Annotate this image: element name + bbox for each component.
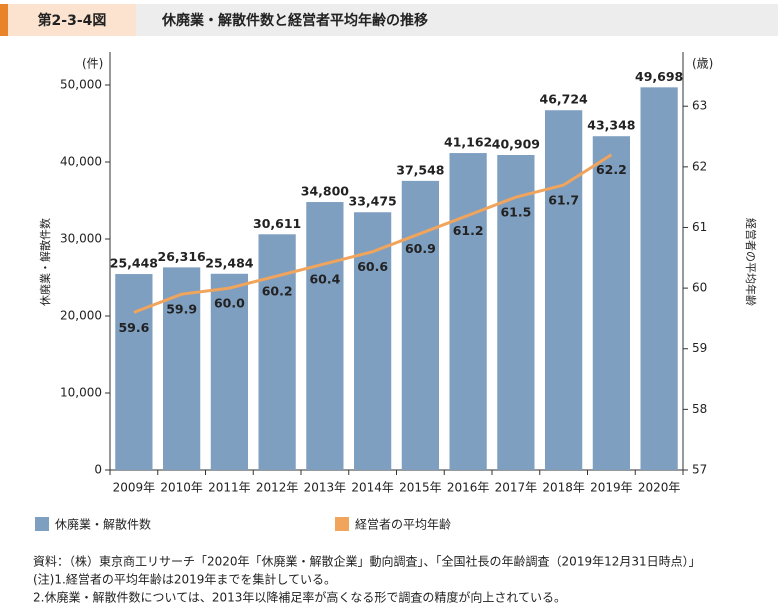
line-value-label: 59.6 bbox=[118, 320, 149, 335]
line-value-label: 60.2 bbox=[262, 283, 293, 298]
y2-tick-label: 62 bbox=[692, 159, 707, 173]
y-tick-label: 20,000 bbox=[60, 309, 102, 323]
y2-tick-label: 63 bbox=[692, 99, 707, 113]
line-value-label: 61.7 bbox=[548, 193, 579, 208]
line-value-label: 60.9 bbox=[405, 241, 436, 256]
bar bbox=[497, 155, 535, 470]
x-tick-label: 2019年 bbox=[590, 481, 633, 495]
line bbox=[133, 153, 613, 314]
line-value-label: 59.9 bbox=[166, 302, 197, 317]
y2-axis-title: 経営者の平均年齢 bbox=[744, 218, 758, 306]
line-value-label: 61.5 bbox=[500, 205, 531, 220]
bar bbox=[401, 180, 439, 470]
bar bbox=[163, 267, 201, 470]
y2-tick-label: 57 bbox=[692, 463, 707, 477]
figure-label: 第2-3-4図 bbox=[38, 12, 107, 29]
bar-value-label: 40,909 bbox=[492, 137, 540, 152]
note: 資料：（株）東京商工リサーチ「2020年「休廃業・解散企業」動向調査」、「全国社… bbox=[33, 554, 701, 569]
note: 2.休廃業・解散件数については、2013年以降補足率が高くなる形で調査の精度が向… bbox=[33, 590, 566, 605]
y-tick-label: 50,000 bbox=[60, 78, 102, 92]
y2-tick-label: 60 bbox=[692, 281, 707, 295]
x-tick-label: 2010年 bbox=[160, 481, 203, 495]
bar-value-label: 34,800 bbox=[301, 184, 350, 199]
bar bbox=[640, 87, 678, 470]
bar bbox=[449, 153, 487, 470]
y-tick-label: 40,000 bbox=[60, 155, 102, 169]
bar-value-label: 26,316 bbox=[158, 249, 207, 264]
note: (注)1.経営者の平均年齢は2019年までを集計している。 bbox=[33, 572, 336, 587]
bar bbox=[545, 110, 583, 471]
bar bbox=[258, 234, 296, 470]
x-tick-label: 2011年 bbox=[208, 481, 251, 495]
header-label-box bbox=[8, 4, 136, 36]
bar-value-label: 33,475 bbox=[349, 194, 397, 209]
x-tick-label: 2016年 bbox=[447, 481, 490, 495]
x-tick-label: 2009年 bbox=[113, 481, 156, 495]
y2-unit: (歳) bbox=[692, 57, 713, 71]
line-value-label: 61.2 bbox=[453, 223, 484, 238]
x-tick-label: 2020年 bbox=[638, 481, 681, 495]
bar-value-label: 25,484 bbox=[205, 255, 254, 270]
x-tick-label: 2015年 bbox=[399, 481, 442, 495]
bar bbox=[592, 136, 630, 470]
legend-swatch bbox=[35, 517, 49, 531]
x-tick-label: 2013年 bbox=[304, 481, 347, 495]
bar-value-label: 25,448 bbox=[110, 256, 158, 271]
y-tick-label: 10,000 bbox=[60, 386, 102, 400]
bar-value-label: 37,548 bbox=[396, 162, 444, 177]
x-tick-label: 2014年 bbox=[351, 481, 394, 495]
line-value-label: 60.6 bbox=[357, 259, 388, 274]
legend-swatch bbox=[335, 517, 349, 531]
y-tick-label: 30,000 bbox=[60, 232, 102, 246]
bar-value-label: 43,348 bbox=[587, 118, 635, 133]
y-axis-title: 休廃業・解散件数 bbox=[38, 218, 52, 306]
x-tick-label: 2012年 bbox=[256, 481, 299, 495]
bar-value-label: 49,698 bbox=[635, 69, 683, 84]
bar bbox=[306, 202, 344, 471]
bar bbox=[115, 274, 153, 470]
header-accent bbox=[0, 4, 8, 36]
line-value-label: 60.0 bbox=[214, 296, 245, 311]
y-tick-label: 0 bbox=[94, 463, 102, 477]
bar-value-label: 46,724 bbox=[540, 92, 589, 107]
bar-value-label: 41,162 bbox=[444, 135, 492, 150]
y-unit: (件) bbox=[82, 57, 103, 71]
x-tick-label: 2018年 bbox=[542, 481, 585, 495]
legend-label: 休廃業・解散件数 bbox=[55, 517, 151, 532]
y2-tick-label: 59 bbox=[692, 341, 707, 355]
line-value-label: 60.4 bbox=[309, 271, 340, 286]
y2-tick-label: 58 bbox=[692, 402, 707, 416]
chart-title: 休廃業・解散件数と経営者平均年齢の推移 bbox=[161, 12, 428, 29]
bar bbox=[210, 273, 248, 470]
line-value-label: 62.2 bbox=[596, 162, 627, 177]
x-tick-label: 2017年 bbox=[495, 481, 538, 495]
legend-label: 経営者の平均年齢 bbox=[355, 517, 451, 532]
y2-tick-label: 61 bbox=[692, 220, 707, 234]
bar-value-label: 30,611 bbox=[253, 216, 301, 231]
